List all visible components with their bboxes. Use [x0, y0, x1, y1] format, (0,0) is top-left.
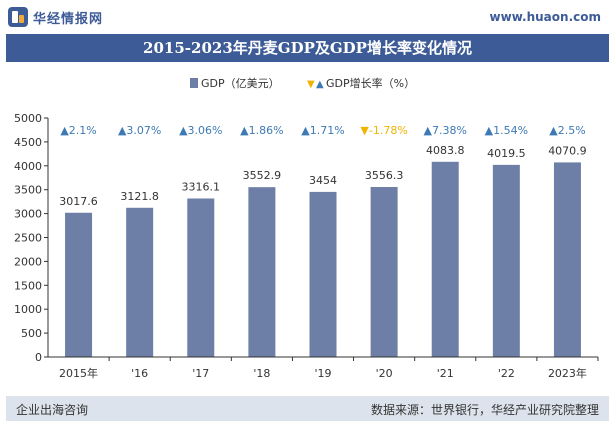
- x-tick-label: '16: [131, 367, 148, 380]
- gdp-bar: [65, 212, 93, 357]
- growth-rate-label: ▲2.1%: [60, 124, 96, 137]
- gdp-value-label: 3316.1: [182, 180, 221, 193]
- legend-growth-label: GDP增长率（%）: [326, 76, 415, 90]
- gdp-bar: [248, 187, 276, 357]
- gdp-bar: [492, 164, 520, 357]
- growth-rate-label: ▼-1.78%: [360, 124, 407, 137]
- growth-rate-label: ▲7.38%: [424, 124, 467, 137]
- brand-logo-icon: [8, 7, 28, 27]
- y-tick-label: 3500: [14, 184, 42, 197]
- brand-name: 华经情报网: [33, 11, 104, 27]
- gdp-value-label: 3556.3: [365, 169, 404, 182]
- gdp-value-label: 4083.8: [426, 144, 465, 157]
- x-tick-label: '19: [314, 367, 331, 380]
- x-tick-label: 2015年: [59, 366, 98, 380]
- y-tick-label: 1000: [14, 303, 42, 316]
- title-bar: 2015-2023年丹麦GDP及GDP增长率变化情况: [6, 34, 609, 62]
- y-tick-label: 4000: [14, 160, 42, 173]
- gdp-bar: [431, 161, 459, 357]
- legend-growth-down-icon: ▼: [307, 79, 315, 90]
- gdp-value-label: 3121.8: [120, 190, 159, 203]
- x-tick-label: 2023年: [548, 366, 587, 380]
- legend-gdp-swatch: [190, 78, 198, 88]
- legend-growth-up-icon: ▲: [316, 79, 324, 90]
- gdp-bar: [187, 198, 215, 357]
- growth-rate-label: ▲1.86%: [240, 124, 283, 137]
- value-labels-group: 3017.6 3121.8 3316.1 3552.9 3454 3556.3 4083.8…: [59, 144, 586, 208]
- y-tick-label: 0: [35, 351, 42, 364]
- gdp-value-label: 3454: [309, 174, 337, 187]
- gdp-bar: [553, 162, 581, 357]
- y-tick-label: 2000: [14, 255, 42, 268]
- y-axis: 0 500 1000 1500 2000 2500 3000 3500 4000 4500 5000: [14, 112, 49, 364]
- x-tick-label: '21: [437, 367, 454, 380]
- x-tick-label: '18: [253, 367, 270, 380]
- growth-rate-label: ▲3.06%: [179, 124, 222, 137]
- y-tick-label: 1500: [14, 279, 42, 292]
- growth-rate-label: ▲1.54%: [485, 124, 528, 137]
- y-tick-label: 4500: [14, 136, 42, 149]
- y-tick-label: 5000: [14, 112, 42, 125]
- brand[interactable]: 华经情报网: [8, 7, 103, 27]
- gdp-value-label: 3552.9: [243, 169, 282, 182]
- footer-source-text: 数据来源：世界银行，华经产业研究院整理: [370, 403, 599, 417]
- y-tick-label: 500: [21, 327, 42, 340]
- site-url-link[interactable]: www.huaon.com: [489, 10, 601, 24]
- chart-title: 2015-2023年丹麦GDP及GDP增长率变化情况: [143, 39, 472, 57]
- bars-group: [65, 161, 581, 357]
- growth-rate-label: ▲2.5%: [549, 124, 585, 137]
- gdp-value-label: 3017.6: [59, 195, 98, 208]
- gdp-value-label: 4019.5: [487, 147, 526, 160]
- growth-rate-label: ▲1.71%: [301, 124, 344, 137]
- legend: GDP（亿美元） ▼ ▲ GDP增长率（%）: [190, 76, 415, 90]
- gdp-bar: [370, 187, 398, 357]
- y-tick-label: 2500: [14, 232, 42, 245]
- top-bar: 华经情报网 www.huaon.com: [0, 0, 615, 34]
- growth-rate-label: ▲3.07%: [118, 124, 161, 137]
- x-tick-label: '17: [192, 367, 209, 380]
- x-tick-label: '22: [498, 367, 515, 380]
- x-tick-label: '20: [376, 367, 393, 380]
- x-axis: 2015年 '16 '17 '18 '19 '20 '21 '22 2023年: [48, 356, 599, 380]
- gdp-value-label: 4070.9: [548, 144, 587, 157]
- y-tick-label: 3000: [14, 208, 42, 221]
- gdp-bar: [309, 191, 337, 357]
- footer-bar: 企业出海咨询 数据来源：世界银行，华经产业研究院整理: [6, 396, 609, 421]
- footer-left-text: 企业出海咨询: [16, 403, 89, 417]
- growth-labels-group: ▲2.1% ▲3.07% ▲3.06% ▲1.86% ▲1.71% ▼-1.78% ▲7.3…: [60, 124, 585, 137]
- legend-gdp-label: GDP（亿美元）: [201, 77, 280, 90]
- gdp-bar: [126, 207, 154, 357]
